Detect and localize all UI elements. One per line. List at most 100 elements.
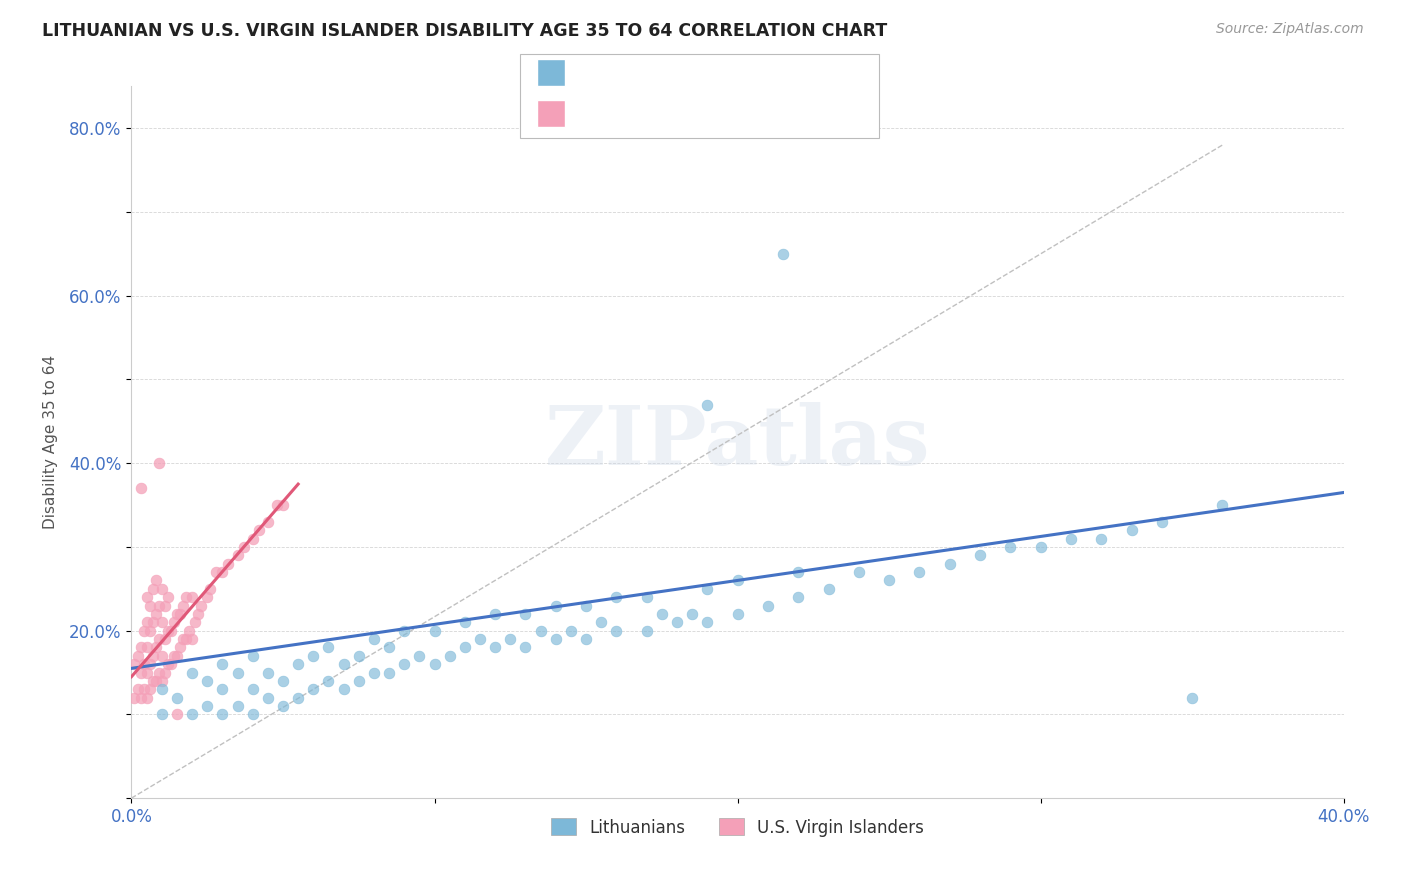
Point bbox=[195, 699, 218, 714]
Point bbox=[150, 582, 173, 596]
Point bbox=[166, 707, 188, 722]
Point bbox=[454, 615, 477, 630]
Point bbox=[1060, 532, 1083, 546]
Point bbox=[145, 574, 167, 588]
Point bbox=[544, 599, 567, 613]
Point bbox=[187, 607, 209, 621]
Point bbox=[124, 657, 146, 672]
Point bbox=[148, 665, 170, 680]
Point bbox=[163, 615, 186, 630]
Point bbox=[727, 574, 749, 588]
Point bbox=[160, 624, 183, 638]
Point bbox=[318, 673, 340, 688]
Point bbox=[1150, 515, 1173, 529]
Point bbox=[651, 607, 673, 621]
Point bbox=[129, 665, 152, 680]
Point bbox=[1029, 540, 1052, 554]
Point bbox=[544, 632, 567, 646]
Point bbox=[256, 690, 278, 705]
Point bbox=[150, 648, 173, 663]
Point bbox=[1211, 498, 1233, 512]
Point bbox=[605, 624, 627, 638]
Point bbox=[181, 632, 204, 646]
Text: R = 0.384   N = 84: R = 0.384 N = 84 bbox=[579, 63, 749, 81]
Point bbox=[347, 648, 370, 663]
Point bbox=[156, 657, 179, 672]
Point bbox=[150, 615, 173, 630]
Point bbox=[132, 682, 155, 697]
Point bbox=[575, 599, 598, 613]
Point bbox=[211, 682, 233, 697]
Point bbox=[1121, 523, 1143, 537]
Point bbox=[195, 590, 218, 604]
Point bbox=[190, 599, 212, 613]
Point bbox=[135, 665, 157, 680]
Point bbox=[1090, 532, 1112, 546]
Point bbox=[129, 690, 152, 705]
Point bbox=[256, 515, 278, 529]
Point bbox=[242, 532, 264, 546]
Point bbox=[787, 590, 810, 604]
Point bbox=[332, 657, 354, 672]
Point bbox=[142, 582, 165, 596]
Point bbox=[877, 574, 900, 588]
Point bbox=[181, 590, 204, 604]
Text: ZIPatlas: ZIPatlas bbox=[546, 402, 931, 483]
Point bbox=[696, 398, 718, 412]
Point bbox=[287, 657, 309, 672]
Point bbox=[142, 673, 165, 688]
Point bbox=[247, 523, 270, 537]
Point bbox=[153, 599, 176, 613]
Point bbox=[636, 624, 658, 638]
Point bbox=[665, 615, 688, 630]
Point bbox=[727, 607, 749, 621]
Point bbox=[363, 665, 385, 680]
Point bbox=[605, 590, 627, 604]
Point bbox=[127, 682, 149, 697]
Point bbox=[135, 615, 157, 630]
Point bbox=[153, 632, 176, 646]
Point bbox=[166, 607, 188, 621]
Point bbox=[696, 582, 718, 596]
Point bbox=[908, 565, 931, 579]
Point bbox=[156, 624, 179, 638]
Point bbox=[129, 481, 152, 495]
Point bbox=[302, 648, 325, 663]
Point bbox=[232, 540, 254, 554]
Point bbox=[205, 565, 228, 579]
Point bbox=[772, 247, 794, 261]
Point bbox=[226, 549, 249, 563]
Point bbox=[211, 657, 233, 672]
Point bbox=[969, 549, 991, 563]
Point bbox=[127, 648, 149, 663]
Point bbox=[423, 624, 446, 638]
Point bbox=[817, 582, 839, 596]
Point bbox=[696, 615, 718, 630]
Point bbox=[484, 607, 506, 621]
Point bbox=[1181, 690, 1204, 705]
Point bbox=[468, 632, 491, 646]
Point bbox=[135, 640, 157, 655]
Point bbox=[287, 690, 309, 705]
Point bbox=[363, 632, 385, 646]
Point bbox=[529, 624, 551, 638]
Point bbox=[318, 640, 340, 655]
Point bbox=[138, 624, 160, 638]
Text: Source: ZipAtlas.com: Source: ZipAtlas.com bbox=[1216, 22, 1364, 37]
Point bbox=[256, 665, 278, 680]
Point bbox=[515, 640, 537, 655]
Point bbox=[560, 624, 582, 638]
Point bbox=[226, 665, 249, 680]
Point bbox=[150, 707, 173, 722]
Point bbox=[242, 682, 264, 697]
Point bbox=[499, 632, 522, 646]
Point bbox=[271, 699, 294, 714]
Point bbox=[787, 565, 810, 579]
Point bbox=[211, 707, 233, 722]
Point bbox=[169, 607, 191, 621]
Point bbox=[150, 673, 173, 688]
Point bbox=[195, 673, 218, 688]
Point bbox=[150, 682, 173, 697]
Point bbox=[302, 682, 325, 697]
Point bbox=[378, 665, 401, 680]
